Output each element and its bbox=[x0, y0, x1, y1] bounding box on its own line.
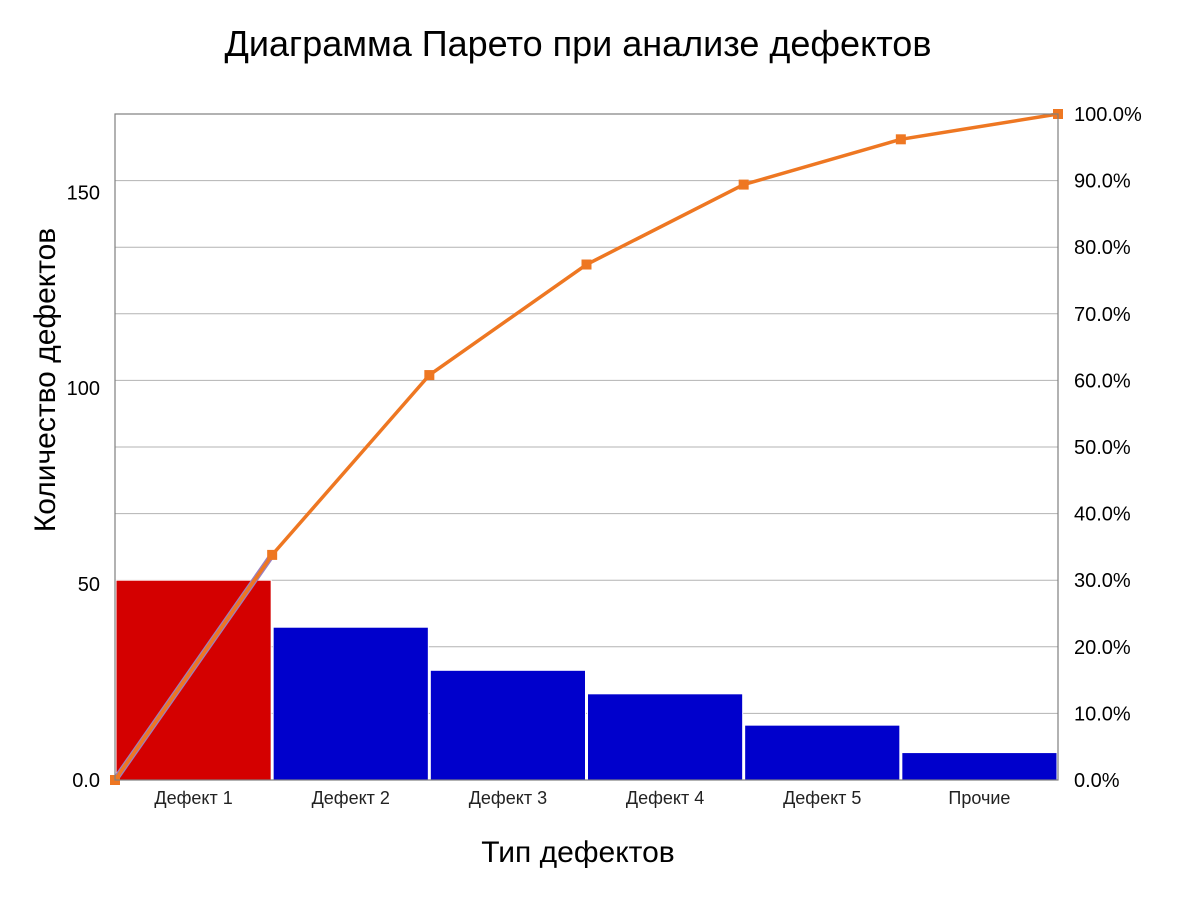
bar bbox=[744, 724, 901, 781]
right-tick-label: 20.0% bbox=[1074, 637, 1131, 659]
left-tick-label: 150 bbox=[67, 182, 100, 204]
category-label: Дефект 4 bbox=[626, 788, 704, 808]
right-axis-ticks: 0.0% 10.0% 20.0% 30.0% 40.0% 50.0% 60.0% 70.0% 8… bbox=[1074, 104, 1142, 792]
plot-area-frame bbox=[114, 113, 1059, 781]
cumulative-point bbox=[267, 549, 278, 560]
right-tick-label: 30.0% bbox=[1074, 570, 1131, 592]
chart-title: Диаграмма Парето при анализе дефектов bbox=[225, 23, 932, 64]
category-label: Прочие bbox=[948, 788, 1010, 808]
left-tick-label: 0.0 bbox=[72, 770, 100, 792]
category-axis-ticks: Дефект 1 Дефект 2 Дефект 3 Дефект 4 Дефект 5… bbox=[154, 788, 1010, 808]
left-tick-label: 50 bbox=[78, 574, 100, 596]
right-tick-label: 90.0% bbox=[1074, 171, 1131, 193]
bars-layer bbox=[115, 579, 1058, 781]
category-label: Дефект 5 bbox=[783, 788, 861, 808]
bar bbox=[587, 693, 744, 781]
plot-frame-layer bbox=[114, 113, 1059, 781]
y-axis-title: Количество дефектов bbox=[29, 228, 62, 532]
cumulative-point bbox=[895, 134, 906, 145]
left-tick-label: 100 bbox=[67, 378, 100, 400]
left-axis-ticks: 0.0 50 100 150 bbox=[67, 182, 100, 792]
cumulative-point bbox=[738, 179, 749, 190]
category-label: Дефект 3 bbox=[469, 788, 547, 808]
right-tick-label: 0.0% bbox=[1074, 770, 1120, 792]
right-tick-label: 10.0% bbox=[1074, 703, 1131, 725]
bar bbox=[901, 752, 1058, 781]
x-axis-title: Тип дефектов bbox=[481, 836, 674, 869]
cumulative-point bbox=[581, 259, 592, 270]
bar bbox=[272, 626, 429, 781]
right-tick-label: 70.0% bbox=[1074, 304, 1131, 326]
right-tick-label: 60.0% bbox=[1074, 370, 1131, 392]
right-tick-label: 40.0% bbox=[1074, 504, 1131, 526]
right-tick-label: 100.0% bbox=[1074, 104, 1142, 126]
category-label: Дефект 1 bbox=[154, 788, 232, 808]
category-label: Дефект 2 bbox=[312, 788, 390, 808]
cumulative-point bbox=[424, 370, 435, 381]
right-tick-label: 50.0% bbox=[1074, 437, 1131, 459]
bar bbox=[429, 669, 587, 781]
right-tick-label: 80.0% bbox=[1074, 237, 1131, 259]
